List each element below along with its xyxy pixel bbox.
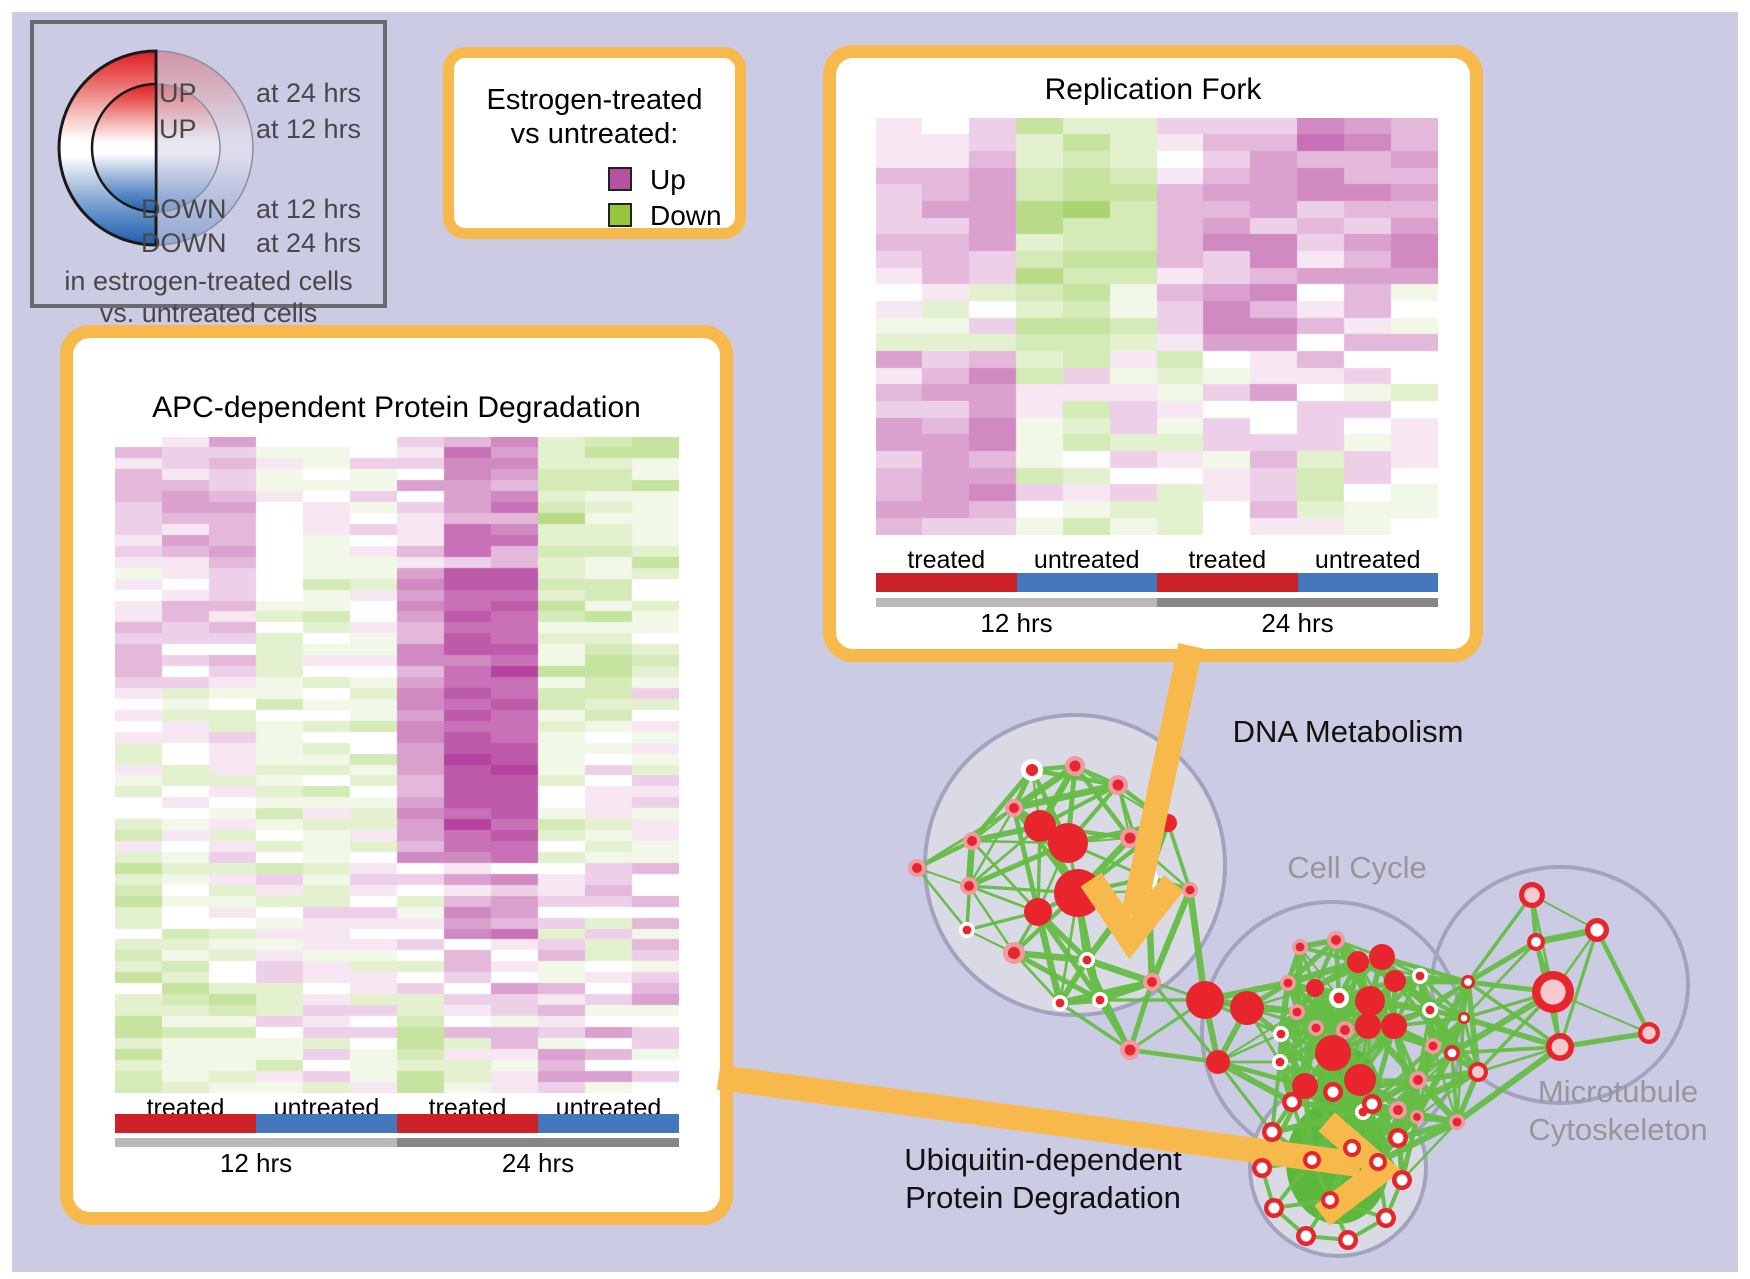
hrs24-gray-bar <box>1157 598 1438 607</box>
decoder-time-3: at 24 hrs <box>256 228 362 258</box>
updown-legend <box>443 47 746 239</box>
hrs24-gray-bar <box>397 1138 679 1147</box>
apc-title: APC-dependent Protein Degradation <box>152 391 641 424</box>
untreated-color-bar-1 <box>256 1114 397 1133</box>
up-swatch-label: Up <box>650 164 686 195</box>
apc-heatmap <box>115 437 679 1093</box>
decoder-word-3: DOWN <box>141 228 227 258</box>
decoder-time-2: at 12 hrs <box>256 194 362 224</box>
ring-left-half <box>90 82 158 214</box>
treated-color-bar-0 <box>115 1114 256 1133</box>
down-swatch-label: Down <box>650 200 722 231</box>
decoder-caption-line2: vs. untreated cells <box>99 298 318 328</box>
ring-decoder-legend: UP at 24 hrs UP at 12 hrs DOWN at 12 hrs DOWN a… <box>30 20 387 327</box>
group-label-1: untreated <box>1033 546 1140 574</box>
down-swatch <box>608 203 632 227</box>
replication-fork-heatmap <box>876 118 1438 535</box>
untreated-color-bar-1 <box>1016 573 1157 592</box>
untreated-color-bar-3 <box>1297 573 1438 592</box>
ring-diagram <box>57 49 254 247</box>
ring-right-half <box>155 83 221 213</box>
group-label-2: treated <box>1188 546 1267 574</box>
decoder-time-1: at 12 hrs <box>256 114 362 144</box>
treated-color-bar-0 <box>876 573 1017 592</box>
replication-fork-title: Replication Fork <box>1044 73 1262 106</box>
hrs12-gray-bar <box>876 598 1157 607</box>
up-swatch <box>608 167 632 191</box>
time-label-12hrs: 12 hrs <box>219 1148 293 1178</box>
untreated-color-bar-3 <box>538 1114 679 1133</box>
time-label-24hrs: 24 hrs <box>501 1148 575 1178</box>
updown-legend-title-line1: Estrogen-treated <box>486 84 703 116</box>
decoder-time-0: at 24 hrs <box>256 78 362 108</box>
updown-legend-title-line2: vs untreated: <box>510 118 679 150</box>
time-label-12hrs: 12 hrs <box>980 608 1053 638</box>
decoder-word-1: UP <box>159 114 197 144</box>
treated-color-bar-2 <box>1157 573 1298 592</box>
decoder-caption-line1: in estrogen-treated cells <box>64 266 353 296</box>
hrs12-gray-bar <box>115 1138 397 1147</box>
group-label-3: untreated <box>1314 546 1421 574</box>
treated-color-bar-2 <box>397 1114 538 1133</box>
decoder-word-0: UP <box>159 78 197 108</box>
time-label-24hrs: 24 hrs <box>1261 608 1334 638</box>
decoder-word-2: DOWN <box>141 194 227 224</box>
group-label-0: treated <box>907 546 986 574</box>
